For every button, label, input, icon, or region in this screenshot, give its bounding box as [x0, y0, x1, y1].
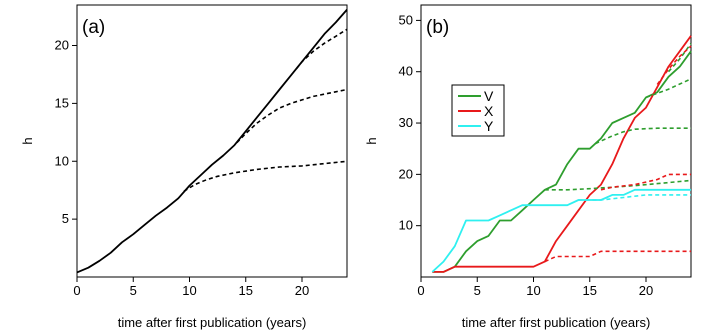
panel-b-xtick-label-1: 5: [474, 283, 481, 298]
panel-b-ytick-label-3: 40: [399, 64, 413, 79]
panel-b-legend: V X Y: [451, 84, 505, 137]
panel-a-frame: [76, 4, 348, 278]
panel-b-ytick-label-0: 10: [399, 218, 413, 233]
panel-a-xtick-label-1: 5: [130, 283, 137, 298]
panel-a-ytick-label-3: 20: [55, 38, 69, 53]
panel-b-yticks: 10 20 30 40 50: [399, 12, 421, 233]
panel-b-xtick-label-0: 0: [417, 283, 424, 298]
panel-a-series-solid-line-0: [76, 9, 348, 274]
panel-b-xtick-label-4: 20: [639, 283, 653, 298]
panel-a-xlabel: time after first publication (years): [118, 315, 307, 330]
panel-b-series-x-dashed-line-9: [656, 45, 692, 85]
panel-b-series-v-dashed-line-4: [595, 127, 691, 145]
panel-b-series-x-dashed-line-8: [600, 173, 691, 191]
panel-a-series-dashed-line-3: [295, 28, 348, 70]
panel-b-series-v-dashed-line-3: [544, 179, 692, 191]
panel-a-xtick-label-3: 15: [239, 283, 253, 298]
panel-b-ytick-label-1: 20: [399, 166, 413, 181]
panel-b-frame: [420, 4, 692, 278]
panel-b-xticks: 0 5 10 15 20: [417, 277, 653, 298]
panel-a-tag: (a): [82, 17, 105, 38]
panel-b-xlabel: time after first publication (years): [462, 315, 651, 330]
panel-b-series-x-solid-line-1: [432, 35, 692, 273]
panel-b: (b) h time after first publication (year…: [364, 4, 692, 330]
panel-b-ytick-label-2: 30: [399, 115, 413, 130]
panel-a-xtick-label-4: 20: [295, 283, 309, 298]
panel-a-ytick-label-0: 5: [62, 211, 69, 226]
panel-a-xticks: 0 5 10 15 20: [73, 277, 309, 298]
panel-b-tag: (b): [426, 17, 449, 38]
legend-label-v: V: [484, 88, 494, 104]
panel-b-xtick-label-3: 15: [583, 283, 597, 298]
legend-label-x: X: [484, 103, 494, 119]
panel-a-ytick-label-2: 15: [55, 95, 69, 110]
panel-b-series-v-dashed-line-5: [645, 78, 692, 99]
panel-b-series-y-solid-line-2: [431, 188, 691, 273]
panel-b-series-v-solid-line-0: [432, 50, 692, 273]
panel-b-series-y-dashed-line-10: [578, 194, 691, 201]
panel-b-series: [431, 35, 692, 273]
legend-label-y: Y: [484, 118, 494, 134]
panel-a-series: [76, 9, 348, 274]
panel-a-series-dashed-line-1: [183, 160, 348, 192]
panel-b-ytick-label-4: 50: [399, 12, 413, 27]
panel-a-series-dashed-line-2: [236, 88, 348, 144]
panel-b-xtick-label-2: 10: [526, 283, 540, 298]
panel-b-ylabel: h: [364, 137, 379, 144]
panel-a: (a) h time after first publication (year…: [20, 4, 348, 330]
panel-b-series-v-dashed-line-6: [667, 43, 692, 73]
panel-a-xtick-label-0: 0: [73, 283, 80, 298]
panel-a-xtick-label-2: 10: [182, 283, 196, 298]
panel-a-ytick-label-1: 10: [55, 153, 69, 168]
panel-b-series-x-dashed-line-7: [544, 250, 691, 263]
panel-a-yticks: 5 10 15 20: [55, 38, 77, 226]
panel-a-ylabel: h: [20, 137, 35, 144]
